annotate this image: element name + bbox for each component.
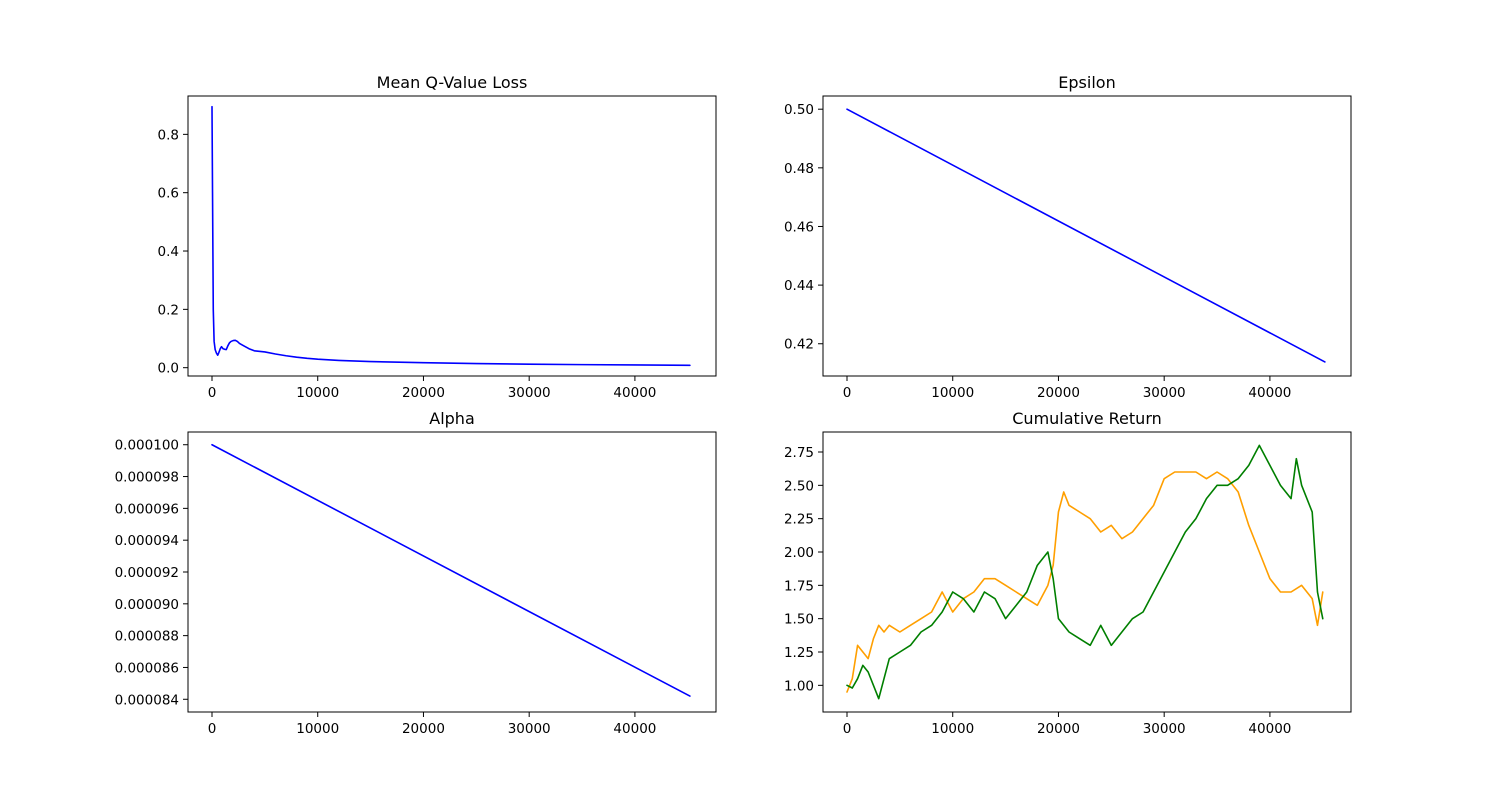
epsilon-x-tick-label: 30000 (1143, 385, 1186, 401)
mean-q-value-loss-chart: 0 10000 20000 30000 40000 0.0 0.2 0.4 0.6 0.8 Mean… (158, 73, 717, 401)
cumulative-return-y-tick-label: 2.25 (784, 512, 814, 528)
cumulative-return-chart: 0 10000 20000 30000 40000 1.00 1.25 1.50 1.75 2.0… (784, 409, 1352, 737)
mean-q-value-loss-y-tick-label: 0.8 (158, 127, 179, 143)
alpha-y-tick-label: 0.000094 (115, 533, 179, 549)
cumulative-return-series-line-1 (846, 471, 1324, 693)
epsilon-y-tick-label: 0.46 (784, 219, 814, 235)
cumulative-return-y-tick-label: 2.75 (784, 445, 814, 461)
alpha-y-tick-label: 0.000084 (115, 692, 179, 708)
epsilon-chart: 0 10000 20000 30000 40000 0.42 0.44 0.46 0.48 0.5… (784, 73, 1352, 401)
alpha-y-tick-label: 0.000092 (115, 565, 179, 581)
mean-q-value-loss-x-tick-label: 0 (208, 385, 217, 401)
mean-q-value-loss-x-tick-label: 20000 (402, 385, 445, 401)
cumulative-return-y-tick-label: 2.50 (784, 478, 814, 494)
mean-q-value-loss-y-tick-label: 0.2 (158, 302, 179, 318)
alpha-chart: 0 10000 20000 30000 40000 0.000084 0.000086 0.0… (115, 409, 717, 737)
alpha-y-tick-label: 0.000090 (115, 597, 179, 613)
mean-q-value-loss-x-tick-label: 10000 (296, 385, 339, 401)
cumulative-return-x-tick-label: 20000 (1037, 721, 1080, 737)
epsilon-y-tick-label: 0.48 (784, 161, 814, 177)
alpha-series-line-1 (211, 443, 691, 697)
cumulative-return-x-tick-label: 0 (843, 721, 852, 737)
alpha-y-tick-label: 0.000100 (115, 438, 179, 454)
mean-q-value-loss-axes-frame (187, 95, 717, 377)
mean-q-value-loss-y-tick-label: 0.4 (158, 244, 179, 260)
epsilon-x-tick-label: 0 (843, 385, 852, 401)
epsilon-title: Epsilon (1058, 73, 1115, 92)
cumulative-return-y-tick-label: 1.50 (784, 612, 814, 628)
alpha-x-tick-label: 30000 (508, 721, 551, 737)
alpha-y-tick-label: 0.000096 (115, 501, 179, 517)
mean-q-value-loss-x-tick-label: 40000 (613, 385, 656, 401)
cumulative-return-y-tick-label: 1.75 (784, 578, 814, 594)
epsilon-x-tick-label: 40000 (1248, 385, 1291, 401)
epsilon-x-tick-label: 10000 (931, 385, 974, 401)
cumulative-return-x-tick-label: 10000 (931, 721, 974, 737)
mean-q-value-loss-y-tick-label: 0.0 (158, 361, 179, 377)
alpha-y-tick-label: 0.000088 (115, 629, 179, 645)
epsilon-axes-frame (822, 95, 1352, 377)
alpha-x-tick-label: 20000 (402, 721, 445, 737)
epsilon-y-tick-label: 0.42 (784, 337, 814, 353)
cumulative-return-x-tick-label: 40000 (1248, 721, 1291, 737)
mean-q-value-loss-x-tick-label: 30000 (508, 385, 551, 401)
alpha-x-tick-label: 0 (208, 721, 217, 737)
cumulative-return-axes-frame (822, 431, 1352, 713)
epsilon-series-line-1 (846, 108, 1326, 363)
alpha-y-tick-label: 0.000086 (115, 660, 179, 676)
cumulative-return-y-tick-label: 2.00 (784, 545, 814, 561)
cumulative-return-y-tick-label: 1.25 (784, 645, 814, 661)
alpha-title: Alpha (429, 409, 475, 428)
mean-q-value-loss-title: Mean Q-Value Loss (377, 73, 528, 92)
epsilon-y-tick-label: 0.44 (784, 278, 814, 294)
alpha-x-tick-label: 10000 (296, 721, 339, 737)
alpha-y-tick-label: 0.000098 (115, 470, 179, 486)
mean-q-value-loss-series-line-1 (211, 105, 691, 367)
cumulative-return-x-tick-label: 30000 (1143, 721, 1186, 737)
epsilon-x-tick-label: 20000 (1037, 385, 1080, 401)
mean-q-value-loss-y-tick-label: 0.6 (158, 186, 179, 202)
alpha-x-tick-label: 40000 (613, 721, 656, 737)
cumulative-return-title: Cumulative Return (1012, 409, 1162, 428)
epsilon-y-tick-label: 0.50 (784, 102, 814, 118)
cumulative-return-series-line-2 (846, 444, 1324, 700)
cumulative-return-y-tick-label: 1.00 (784, 678, 814, 694)
